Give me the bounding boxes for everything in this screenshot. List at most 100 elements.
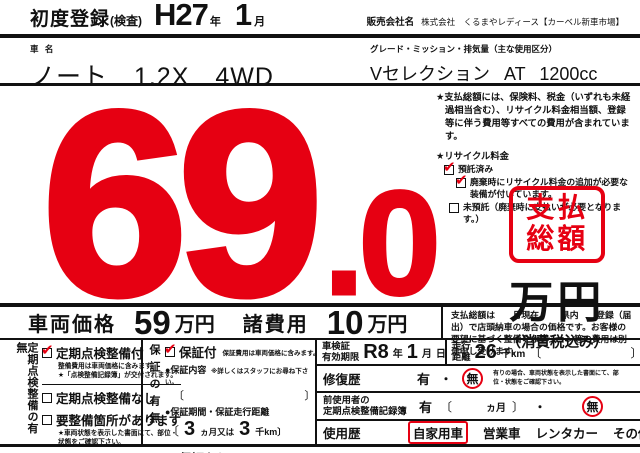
total-price-integer: 69: [39, 57, 326, 351]
mileage-label: 走行 距離: [452, 341, 471, 363]
warranty-period-label: ●保証期間・保証走行距離: [165, 407, 270, 417]
detail-section: 定期点検整備の有無 ✔ 定期点検整備付 整備費用は車両価格に含みます。 ★「点検…: [0, 340, 640, 453]
mileage-value: 26: [474, 340, 497, 363]
maintenance-with-note1: 整備費用は車両価格に含みます。: [58, 363, 158, 370]
vehicle-name: ノート 1.2X 4WD: [30, 63, 274, 91]
option-separator: ・: [534, 399, 547, 414]
usage-option-commercial[interactable]: 営業車: [483, 427, 521, 441]
total-price-area: 69 .0 ★支払総額には、保険料、税金（いずれも未経過相当含む）、リサイクル料…: [0, 57, 640, 351]
option-separator: ・: [440, 372, 453, 387]
recycle-deposited-label: 預託済み: [458, 164, 494, 175]
warranty-divider: [165, 444, 320, 445]
record-months-unit: ヵ月: [486, 402, 507, 414]
registration-era-year: H27: [154, 0, 209, 32]
first-registration-label: 初度登録: [30, 9, 111, 30]
inspection-month-unit: 月: [421, 348, 432, 360]
repair-history-row: 修復歴 有 ・ 無 有りの場合、車両状態を表示した書面にて、部位・状態をご確認下…: [317, 366, 640, 394]
vehicle-name-cell: 車 名 ノート 1.2X 4WD: [0, 38, 368, 91]
grade-label: グレード・ミッション・排気量（主な使用区分）: [370, 44, 558, 54]
vehicle-price-unit: 万円: [174, 314, 215, 336]
vehicle-name-label: 車 名: [30, 44, 56, 54]
maintenance-without-checkbox[interactable]: [42, 392, 52, 403]
fees-value: 10: [326, 303, 364, 341]
warranty-period-or: ヵ月又は: [200, 427, 235, 437]
inspection-expiry-label: 車検証 有効期限: [322, 341, 360, 363]
mileage-cell: 走行 距離 26 千km 〔 〕: [447, 340, 640, 364]
price-unit: 万円: [509, 277, 606, 327]
warranty-content-label: ●保証内容 ※詳しくはスタッフにお尋ね下さい。: [165, 365, 309, 386]
usage-history-row: 使用歴 自家用車 営業車 レンタカー その他: [317, 421, 640, 444]
maintenance-divider: [42, 383, 182, 385]
vehicle-price-value: 59: [134, 303, 171, 341]
dealer-label: 販売会社名: [366, 17, 415, 28]
payment-total-badge-line2: 総額: [526, 222, 589, 254]
usage-option-other[interactable]: その他: [613, 427, 640, 441]
warranty-none-label: 保証なし: [179, 448, 229, 453]
inspection-month: 1: [406, 340, 418, 363]
maintenance-with-checkbox[interactable]: ✔: [41, 342, 54, 359]
dealer-info: 販売会社名 株式会社 くるまやレディース【カーベル新車市場】: [367, 14, 624, 33]
check-icon: ✔: [164, 341, 177, 358]
inspection-mileage-row: 車検証 有効期限 R8 年 1 月 日 走行 距離 26 千km: [317, 340, 640, 367]
maintenance-needed-note: ★車両状態を表示した書面にて、部位・状態をご確認下さい。: [58, 429, 178, 447]
maintenance-with-note2: ★「点検整備記録簿」が交付されます。: [58, 372, 178, 380]
warranty-with-note: 保証費用は車両価格に含みます。: [222, 349, 320, 357]
usage-option-private-selected[interactable]: 自家用車: [408, 421, 469, 444]
price-breakdown-row: 車両価格 59 万円 諸費用 10 万円 支払総額は 月現在、 県内 登録（届出…: [0, 303, 640, 356]
payment-total-badge-line1: 支払: [526, 192, 589, 223]
warranty-km-value: 3: [239, 418, 251, 440]
maintenance-section-label: 定期点検整備の有無: [15, 342, 38, 434]
warranty-section-label: 保証の有無: [148, 344, 160, 429]
first-registration-sublabel: (検査): [110, 14, 143, 28]
registration-month: 1: [234, 0, 253, 32]
year-unit: 年: [209, 16, 221, 28]
inspection-year-unit: 年: [392, 348, 403, 360]
record-no-circled[interactable]: 無: [582, 395, 604, 417]
grade-cell: グレード・ミッション・排気量（主な使用区分） Vセレクション AT 1200cc: [368, 38, 640, 84]
maintenance-record-row: 前使用者の 定期点検整備記録簿 有 〔 ヵ月 〕 ・ 無: [317, 393, 640, 421]
warranty-content-note: ※詳しくはスタッフにお尋ね下さい。: [165, 368, 309, 386]
total-includes-note: ★支払総額には、保険料、税金（いずれも未経過相当含む）、リサイクル料金相当額、登…: [436, 92, 631, 142]
maintenance-record-label: 前使用者の 定期点検整備記録簿: [323, 395, 407, 417]
record-yes-option[interactable]: 有: [419, 399, 433, 415]
repair-no-circled[interactable]: 無: [462, 368, 484, 390]
bracket-close: 〕: [304, 390, 316, 402]
inspection-expiry-cell: 車検証 有効期限 R8 年 1 月 日: [317, 340, 447, 365]
warranty-km-unit: 千km〕: [255, 427, 287, 437]
maintenance-with-label: 定期点検整備付: [56, 347, 144, 361]
recycle-equipment-checkbox[interactable]: ✔: [455, 172, 468, 189]
fees-label: 諸費用: [242, 314, 309, 336]
maintenance-column: 定期点検整備の有無 ✔ 定期点検整備付 整備費用は車両価格に含みます。 ★「点検…: [0, 340, 182, 446]
repair-history-label: 修復歴: [323, 373, 361, 388]
check-icon: ✔: [41, 342, 54, 359]
total-price-amount: 69 .0: [39, 57, 442, 351]
bracket-open: 〔: [440, 399, 453, 414]
vehicle-price-label: 車両価格: [28, 314, 116, 336]
recycle-deposited-checkbox[interactable]: ✔: [443, 159, 456, 176]
registration-condition-note: 支払総額は 月現在、 県内 登録（届出）で店頭納車の場合の価格です。お客様の要望…: [451, 310, 632, 356]
fees-unit: 万円: [367, 314, 408, 336]
bracket-open: 〔: [529, 345, 542, 360]
bracket-open: 〔: [167, 424, 180, 438]
payment-total-badge: 支払 総額: [509, 186, 606, 263]
repair-yes-option[interactable]: 有: [417, 372, 431, 388]
warranty-with-checkbox[interactable]: ✔: [164, 341, 177, 358]
warranty-with-label: 保証付: [179, 346, 217, 360]
usage-history-label: 使用歴: [323, 427, 361, 441]
maintenance-needed-label: 要整備箇所があります: [56, 413, 182, 428]
inspection-day-unit: 日: [435, 348, 446, 360]
price-breakdown: 車両価格 59 万円 諸費用 10 万円: [0, 304, 443, 341]
maintenance-needed-checkbox[interactable]: [42, 414, 52, 425]
month-unit: 月: [254, 16, 266, 28]
recycle-not-deposited-checkbox[interactable]: [449, 203, 459, 214]
check-icon: ✔: [443, 159, 456, 177]
bracket-open: 〔: [173, 390, 184, 402]
warranty-months-value: 3: [184, 418, 196, 440]
check-icon: ✔: [455, 172, 468, 190]
warranty-period-value: 〔 3 ヵ月又は 3 千km〕: [167, 418, 319, 441]
total-price-decimal: .0: [322, 161, 442, 327]
grade-value: Vセレクション AT 1200cc: [370, 64, 598, 84]
header: 初度登録 (検査) H27 年 1 月 販売会社名 株式会社 くるまやレディース…: [0, 0, 640, 38]
usage-option-rental[interactable]: レンタカー: [535, 427, 599, 441]
